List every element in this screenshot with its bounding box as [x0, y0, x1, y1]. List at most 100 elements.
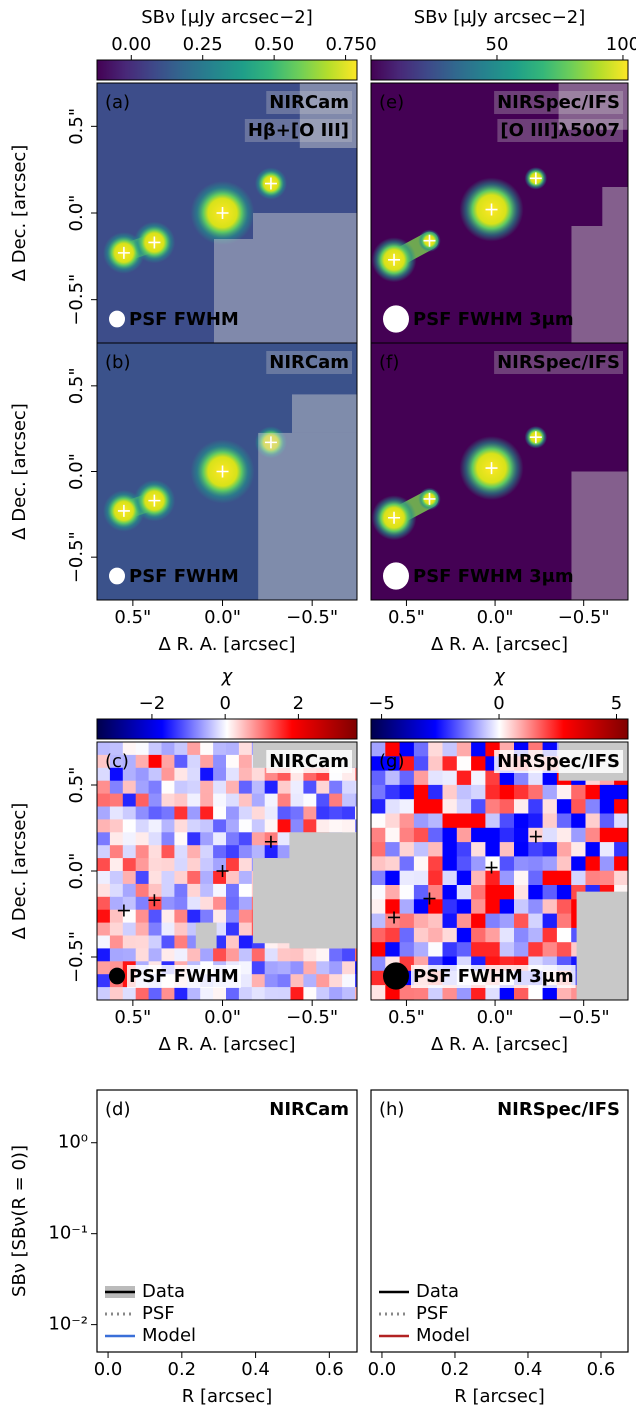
residual-pixel: [556, 913, 572, 929]
label-background: [266, 351, 352, 374]
residual-pixel: [277, 961, 291, 975]
residual-pixel: [226, 806, 240, 820]
residual-pixel: [109, 780, 124, 795]
x-tick-label: 0.2: [441, 1359, 470, 1380]
residual-pixel: [399, 942, 415, 957]
residual-pixel: [265, 1000, 278, 1013]
residual-pixel: [542, 870, 558, 886]
plot-area: [97, 742, 368, 1013]
residual-pixel: [277, 948, 291, 962]
residual-pixel: [413, 842, 429, 857]
mask-region: [571, 226, 628, 343]
residual-pixel: [329, 974, 343, 988]
residual-pixel: [97, 819, 111, 833]
residual-pixel: [200, 871, 214, 885]
residual-pixel: [585, 856, 601, 872]
residual-pixel: [109, 896, 124, 911]
residual-pixel: [238, 871, 253, 885]
residual-pixel: [97, 742, 111, 756]
mask-region: [299, 83, 357, 148]
residual-pixel: [97, 909, 111, 924]
label-background: [494, 351, 623, 374]
panel-label: (a): [105, 92, 130, 113]
residual-pixel: [109, 819, 124, 833]
plot-area: [371, 343, 628, 600]
residual-pixel: [316, 974, 330, 988]
mask-region: [195, 922, 217, 949]
residual-pixel: [528, 770, 544, 786]
residual-pixel: [148, 987, 162, 1000]
residual-pixel: [290, 793, 304, 807]
residual-pixel: [528, 885, 544, 900]
residual-pixel: [200, 754, 214, 769]
source-marker: [148, 236, 161, 249]
residual-pixel: [428, 985, 443, 1000]
residual-pixel: [135, 806, 150, 820]
residual-pixel: [226, 767, 240, 782]
x-axis-label: Δ R. A. [arcsec]: [431, 634, 568, 655]
residual-pixel: [542, 827, 558, 843]
residual-pixel: [471, 856, 486, 872]
source-marker: [264, 436, 277, 449]
residual-pixel: [355, 1000, 368, 1013]
residual-pixel: [277, 819, 291, 833]
source-marker: [117, 246, 130, 259]
x-axis-label: R [arcsec]: [454, 1386, 545, 1407]
residual-pixel: [97, 883, 111, 898]
residual-pixel: [251, 845, 266, 859]
residual-pixel: [371, 784, 386, 800]
residual-pixel: [355, 974, 357, 988]
x-tick-label: 0.2: [168, 1359, 197, 1380]
residual-pixel: [200, 883, 214, 898]
residual-pixel: [556, 927, 572, 943]
residual-pixel: [456, 985, 472, 1000]
colorbar-tick-label: 0.00: [111, 34, 151, 55]
residual-pixel: [238, 987, 253, 1000]
residual-pixel: [528, 870, 544, 886]
residual-pixel: [556, 784, 572, 800]
residual-pixel: [148, 858, 162, 872]
source-marker: [148, 894, 161, 907]
residual-pixel: [499, 784, 515, 800]
panel-frame: [370, 1089, 629, 1353]
panel: (e) NIRSpec/IFS [O III]λ5007 PSF FWHM 3μm 0 5…: [365, 7, 636, 344]
y-tick-label: 10⁻²: [48, 1314, 88, 1335]
residual-pixel: [187, 793, 201, 807]
residual-pixel: [161, 858, 175, 872]
residual-pixel: [499, 942, 515, 957]
residual-pixel: [485, 870, 501, 886]
panel-subtitle: [O III]λ5007: [500, 120, 620, 141]
residual-pixel: [571, 827, 586, 843]
residual-pixel: [148, 767, 162, 782]
residual-pixel: [135, 819, 150, 833]
residual-pixel: [371, 870, 386, 886]
residual-pixel: [456, 799, 472, 814]
residual-pixel: [499, 885, 515, 900]
residual-pixel: [385, 927, 401, 943]
residual-pixel: [399, 856, 415, 872]
residual-pixel: [556, 985, 572, 1000]
residual-pixel: [385, 827, 401, 843]
residual-pixel: [428, 927, 443, 943]
residual-pixel: [456, 870, 472, 886]
residual-pixel: [316, 780, 330, 795]
residual-pixel: [399, 799, 415, 814]
residual-pixel: [355, 987, 357, 1000]
residual-pixel: [200, 896, 214, 911]
residual-pixel: [277, 793, 291, 807]
residual-pixel: [135, 780, 150, 795]
residual-pixel: [213, 767, 227, 782]
residual-pixel: [238, 935, 253, 949]
residual-pixel: [614, 870, 628, 886]
residual-pixel: [371, 927, 386, 943]
residual-pixel: [122, 896, 137, 911]
residual-pixel: [514, 827, 529, 843]
residual-pixel: [251, 819, 266, 833]
residual-pixel: [161, 793, 175, 807]
residual-pixel: [251, 832, 266, 846]
residual-pixel: [514, 942, 529, 957]
residual-pixel: [456, 756, 472, 772]
residual-pixel: [355, 948, 357, 962]
source-marker: [388, 511, 401, 524]
residual-pixel: [162, 1000, 175, 1013]
